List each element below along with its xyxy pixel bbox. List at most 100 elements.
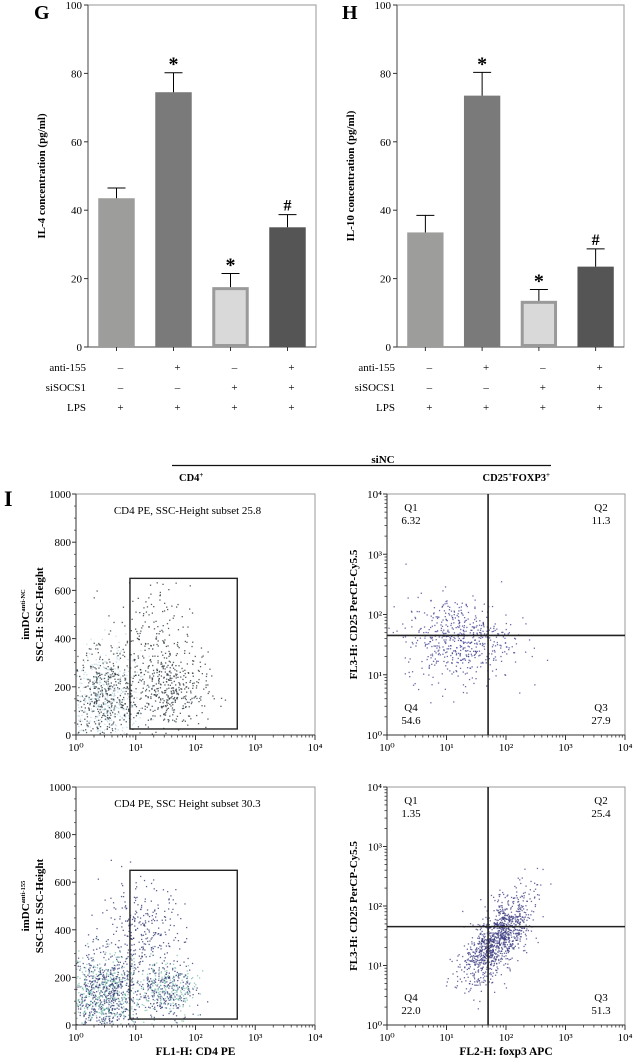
event-dot [480, 662, 482, 664]
event-dot [178, 1004, 180, 1006]
event-dot [91, 700, 93, 703]
event-dot [505, 987, 508, 989]
event-dot [123, 719, 125, 721]
event-dot [86, 695, 88, 697]
event-dot [513, 652, 516, 654]
event-dot [89, 665, 92, 667]
event-dot [90, 667, 92, 669]
event-dot [168, 987, 170, 989]
event-dot [84, 996, 86, 999]
event-dot [130, 706, 132, 708]
event-dot [109, 996, 112, 998]
event-dot [119, 1001, 122, 1003]
event-dot [98, 1004, 101, 1006]
event-dot [464, 617, 466, 619]
event-dot [110, 732, 112, 734]
event-dot [439, 647, 441, 649]
event-dot [173, 994, 176, 996]
event-dot [148, 931, 150, 933]
event-dot [448, 645, 450, 647]
event-dot [184, 1000, 186, 1002]
event-dot [490, 978, 492, 980]
event-dot [120, 692, 122, 695]
event-dot [479, 950, 481, 952]
event-dot [135, 968, 137, 970]
event-dot [502, 932, 504, 935]
event-dot [143, 914, 145, 917]
event-dot [155, 890, 158, 892]
x-tick-label: 10³ [248, 742, 263, 754]
event-dot [477, 971, 480, 973]
event-dot [167, 702, 169, 704]
event-dot [67, 724, 68, 725]
event-dot [65, 996, 66, 997]
event-dot [123, 993, 125, 995]
event-dot [460, 606, 462, 608]
event-dot [151, 1023, 153, 1025]
event-dot [135, 882, 137, 884]
event-dot [119, 701, 121, 703]
event-dot [109, 1022, 111, 1024]
event-dot [148, 997, 150, 999]
event-dot [485, 662, 487, 664]
event-dot [83, 983, 85, 986]
event-dot [93, 965, 95, 967]
event-dot [177, 914, 179, 916]
event-dot [151, 989, 153, 991]
event-dot [457, 626, 459, 628]
event-dot [103, 1022, 105, 1024]
event-dot [95, 937, 97, 940]
event-dot [156, 919, 158, 922]
event-dot [450, 624, 452, 627]
event-dot [104, 703, 107, 706]
event-dot [100, 682, 102, 684]
event-dot [123, 1006, 125, 1008]
event-dot [121, 981, 123, 983]
event-dot [127, 979, 129, 981]
event-dot [473, 968, 475, 970]
event-dot [488, 961, 490, 963]
event-dot [112, 711, 114, 714]
event-dot [168, 999, 170, 1001]
event-dot [431, 663, 433, 665]
event-dot [485, 968, 488, 970]
event-dot [87, 1006, 89, 1008]
event-dot [524, 943, 527, 946]
event-dot [449, 639, 451, 641]
event-dot [82, 703, 85, 705]
plot-frame [75, 786, 316, 1026]
event-dot [119, 670, 121, 672]
event-dot [92, 691, 95, 693]
event-dot [458, 625, 461, 627]
event-dot [99, 644, 101, 646]
event-dot [111, 728, 113, 730]
event-dot [130, 689, 132, 691]
event-dot [133, 1023, 136, 1025]
event-dot [85, 1004, 87, 1006]
event-dot [518, 947, 520, 949]
event-dot [177, 940, 180, 942]
event-dot [168, 899, 170, 901]
event-dot [114, 678, 116, 680]
event-dot [117, 987, 119, 989]
event-dot [125, 920, 127, 922]
event-dot [505, 941, 507, 943]
event-dot [90, 989, 92, 991]
event-dot [87, 678, 89, 681]
event-dot [462, 910, 464, 913]
event-dot [131, 963, 133, 965]
event-dot [445, 985, 448, 987]
event-dot [154, 694, 157, 696]
event-dot [431, 636, 433, 638]
event-dot [437, 653, 440, 656]
y-axis-label: FL3-H: CD25 PerCP-Cy5.5 [348, 549, 360, 679]
event-dot [97, 730, 99, 732]
event-dot [101, 1020, 103, 1023]
event-dot [167, 984, 170, 986]
event-dot [100, 1011, 103, 1013]
event-dot [144, 1009, 146, 1012]
event-dot [415, 645, 417, 647]
event-dot [172, 985, 174, 988]
event-dot [93, 686, 95, 688]
event-dot [81, 998, 83, 1000]
